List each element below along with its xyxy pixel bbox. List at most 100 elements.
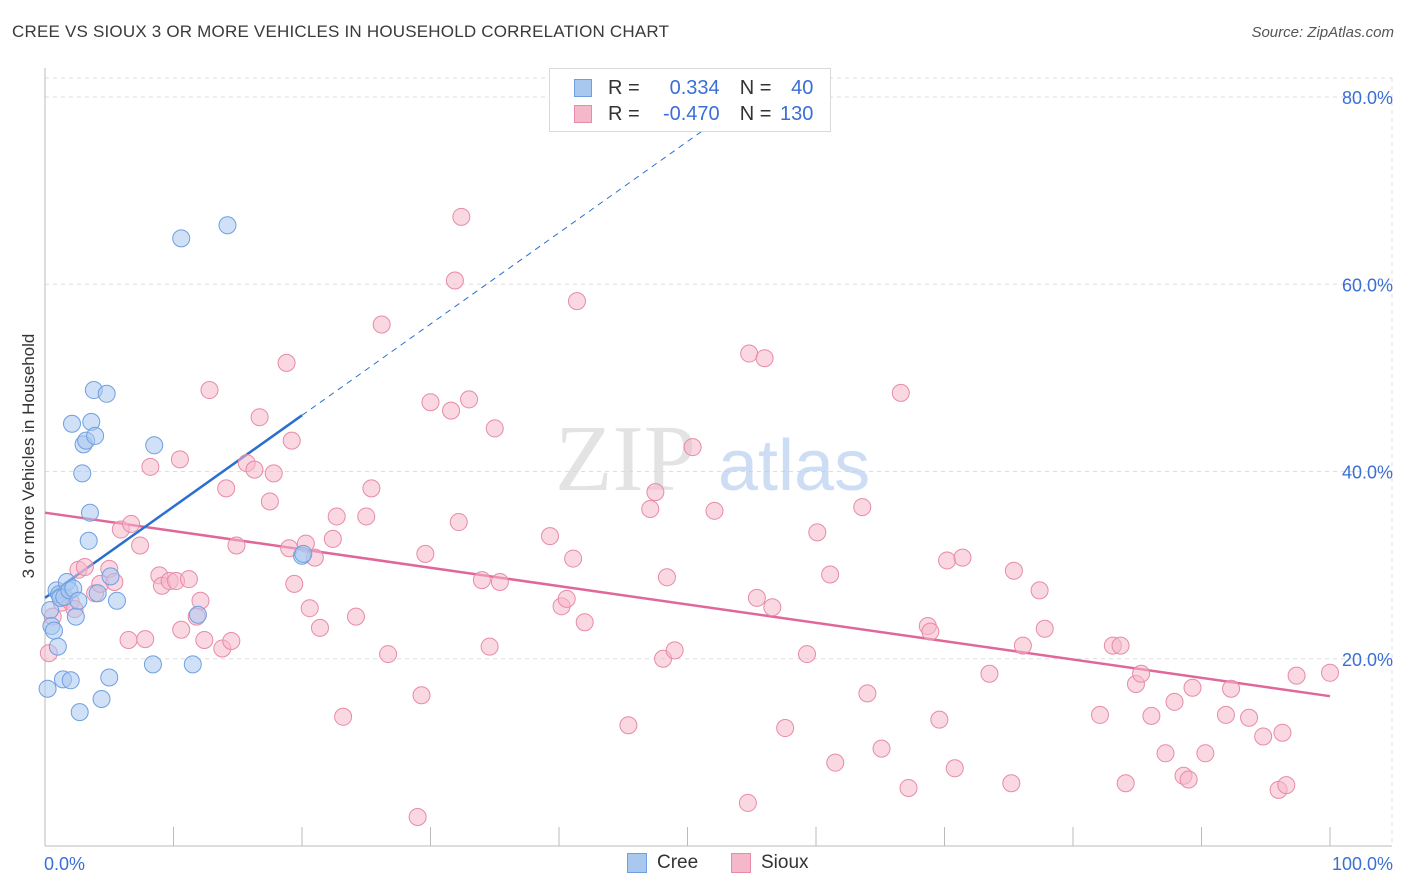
sioux-point bbox=[567, 292, 586, 311]
cree-point bbox=[80, 503, 99, 522]
sioux-point bbox=[372, 315, 391, 334]
sioux-point bbox=[1165, 692, 1184, 711]
sioux-point bbox=[195, 631, 214, 650]
sioux-legend-label: Sioux bbox=[761, 852, 809, 873]
sioux-point bbox=[557, 589, 576, 608]
sioux-point bbox=[408, 807, 427, 826]
sioux-point bbox=[808, 523, 827, 542]
sioux-point bbox=[853, 498, 872, 517]
cree-legend-swatch bbox=[627, 853, 647, 873]
sioux-point bbox=[327, 507, 346, 526]
sioux-point bbox=[1156, 744, 1175, 763]
sioux-point bbox=[172, 620, 191, 639]
cree-point bbox=[44, 621, 63, 640]
sioux-point bbox=[953, 548, 972, 567]
y-tick-label: 60.0% bbox=[1342, 275, 1393, 295]
sioux-point bbox=[899, 778, 918, 797]
sioux-point bbox=[821, 565, 840, 584]
sioux-point bbox=[1216, 705, 1235, 724]
legend-item-cree[interactable]: Cree bbox=[627, 852, 698, 874]
sioux-point bbox=[1277, 776, 1296, 795]
cree-point bbox=[66, 607, 85, 626]
sioux-point bbox=[930, 710, 949, 729]
cree-point bbox=[107, 591, 126, 610]
sioux-point bbox=[141, 457, 160, 476]
sioux-point bbox=[980, 664, 999, 683]
legend-row-sioux: R = -0.470 N = 130 bbox=[574, 102, 813, 126]
cree-point bbox=[143, 655, 162, 674]
sioux-point bbox=[1035, 619, 1054, 638]
sioux-point bbox=[858, 684, 877, 703]
legend-row-cree: R = 0.334 N = 40 bbox=[574, 76, 813, 100]
cree-point bbox=[172, 229, 191, 248]
sioux-point bbox=[300, 599, 319, 618]
sioux-point bbox=[1179, 770, 1198, 789]
sioux-point bbox=[1111, 636, 1130, 655]
sioux-point bbox=[200, 381, 219, 400]
sioux-point bbox=[362, 479, 381, 498]
x-tick-label-max: 100.0% bbox=[1332, 854, 1393, 874]
sioux-point bbox=[285, 574, 304, 593]
sioux-point bbox=[472, 571, 491, 590]
sioux-point bbox=[1287, 666, 1306, 685]
sioux-point bbox=[260, 492, 279, 511]
sioux-point bbox=[416, 544, 435, 563]
cree-point bbox=[183, 655, 202, 674]
sioux-point bbox=[575, 613, 594, 632]
cree-point bbox=[100, 668, 119, 687]
cree-point bbox=[38, 679, 57, 698]
cree-point bbox=[188, 605, 207, 624]
sioux-point bbox=[449, 513, 468, 532]
cree-point bbox=[101, 567, 120, 586]
sioux-point bbox=[872, 739, 891, 758]
sioux-point bbox=[222, 631, 241, 650]
sioux-point bbox=[740, 344, 759, 363]
sioux-point bbox=[1002, 774, 1021, 793]
sioux-point bbox=[452, 207, 471, 226]
cree-point bbox=[69, 591, 88, 610]
watermark-atlas: atlas bbox=[718, 426, 870, 506]
sioux-point bbox=[641, 499, 660, 518]
sioux-legend-swatch bbox=[731, 853, 751, 873]
sioux-point bbox=[334, 707, 353, 726]
sioux-point bbox=[665, 641, 684, 660]
sioux-swatch bbox=[574, 105, 592, 123]
cree-point bbox=[92, 690, 111, 709]
sioux-point bbox=[217, 479, 236, 498]
sioux-point bbox=[564, 549, 583, 568]
sioux-point bbox=[131, 536, 150, 555]
cree-legend-label: Cree bbox=[657, 852, 699, 873]
sioux-point bbox=[1132, 664, 1151, 683]
r-label: R = bbox=[608, 76, 640, 99]
y-axis-label: 3 or more Vehicles in Household bbox=[19, 334, 38, 579]
sioux-point bbox=[490, 572, 509, 591]
sioux-point bbox=[75, 557, 94, 576]
sioux-point bbox=[136, 630, 155, 649]
sioux-point bbox=[412, 686, 431, 705]
sioux-point bbox=[442, 401, 461, 420]
sioux-point bbox=[264, 464, 283, 483]
sioux-point bbox=[460, 390, 479, 409]
sioux-point bbox=[1013, 636, 1032, 655]
sioux-point bbox=[1222, 679, 1241, 698]
sioux-point bbox=[1090, 705, 1109, 724]
cree-trend-extension bbox=[301, 113, 727, 416]
correlation-legend: R = 0.334 N = 40 R = -0.470 N = 130 bbox=[549, 68, 831, 132]
sioux-point bbox=[1142, 706, 1161, 725]
legend-item-sioux[interactable]: Sioux bbox=[731, 852, 809, 874]
sioux-point bbox=[170, 450, 189, 469]
cree-point bbox=[70, 703, 89, 722]
sioux-point bbox=[826, 753, 845, 772]
cree-point bbox=[88, 584, 107, 603]
cree-swatch bbox=[574, 79, 592, 97]
sioux-point bbox=[763, 598, 782, 617]
sioux-point bbox=[357, 507, 376, 526]
sioux-point bbox=[683, 438, 702, 457]
cree-point bbox=[48, 637, 67, 656]
sioux-point bbox=[445, 271, 464, 290]
axes bbox=[44, 68, 1392, 847]
n-label: N = bbox=[739, 102, 772, 125]
chart-title: CREE VS SIOUX 3 OR MORE VEHICLES IN HOUS… bbox=[12, 22, 670, 41]
sioux-trend-line bbox=[44, 511, 1331, 698]
